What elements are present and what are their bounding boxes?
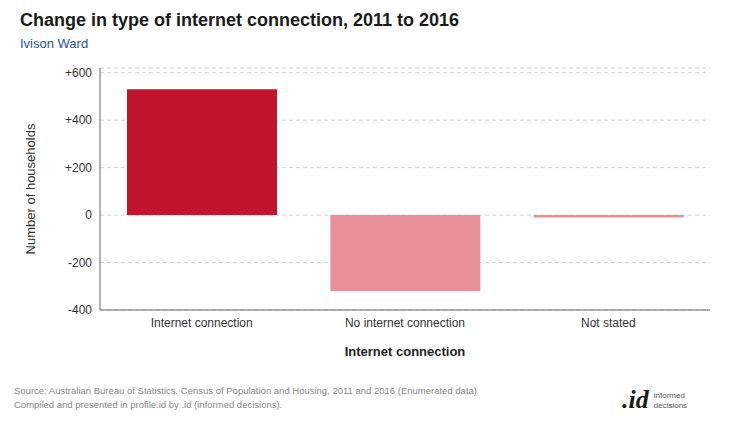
html-text:Ivison Ward: Ivison Ward xyxy=(20,36,89,51)
svg-text:0: 0 xyxy=(85,208,92,222)
svg-text:Number of households: Number of households xyxy=(23,123,38,254)
svg-text:Internet connection: Internet connection xyxy=(345,344,466,359)
svg-text:Internet connection: Internet connection xyxy=(151,316,253,330)
svg-text:No internet connection: No internet connection xyxy=(345,316,465,330)
html-text:Change in type of internet con: Change in type of internet connection, 2… xyxy=(20,10,460,30)
svg-text:+400: +400 xyxy=(65,113,92,127)
html-text:decisions: decisions xyxy=(653,401,688,410)
svg-text:Not stated: Not stated xyxy=(581,316,636,330)
html-text:Source: Australian Bureau of S: Source: Australian Bureau of Statistics,… xyxy=(14,385,477,396)
html-text:informed: informed xyxy=(653,391,685,400)
svg-text:+200: +200 xyxy=(65,161,92,175)
svg-text:-400: -400 xyxy=(68,303,92,317)
html-text:.id: .id xyxy=(622,385,649,414)
svg-text:+600: +600 xyxy=(65,66,92,80)
html-text:Compiled and presented in prof: Compiled and presented in profile.id by … xyxy=(14,399,283,410)
svg-text:-200: -200 xyxy=(68,256,92,270)
